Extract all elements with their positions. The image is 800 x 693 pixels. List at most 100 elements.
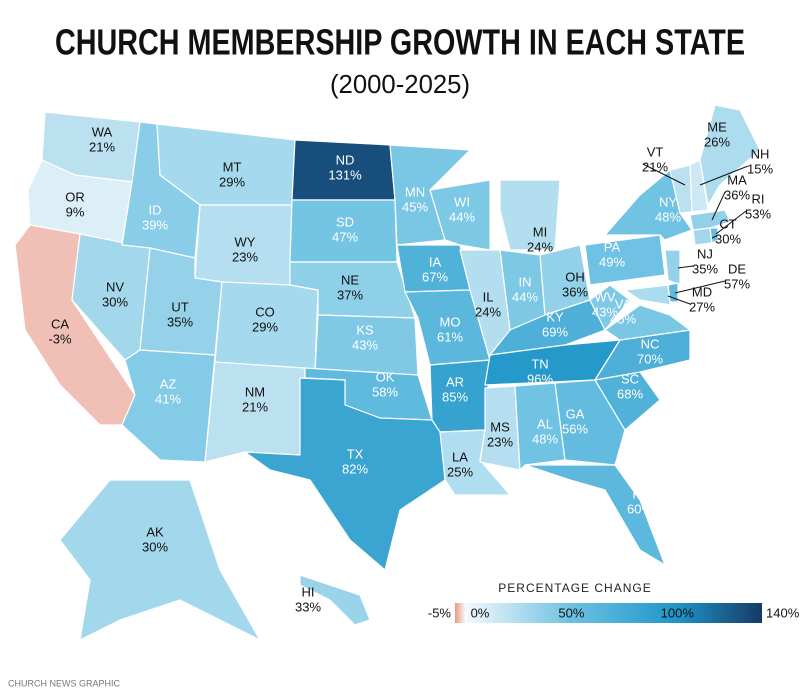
state-abbr: MD bbox=[692, 284, 712, 299]
state bbox=[429, 179, 491, 251]
state-abbr: ME bbox=[707, 119, 727, 134]
state-abbr: CO bbox=[255, 304, 275, 319]
state-abbr: KY bbox=[546, 309, 564, 324]
leader-line bbox=[699, 165, 749, 186]
leader-line bbox=[642, 163, 686, 186]
state-abbr: IN bbox=[519, 274, 532, 289]
state bbox=[624, 284, 671, 306]
leader-line bbox=[677, 265, 694, 269]
state-value: 57% bbox=[724, 276, 750, 291]
state-value: 131% bbox=[328, 167, 362, 182]
state-value: 25% bbox=[447, 464, 473, 479]
state-abbr: WA bbox=[92, 124, 113, 139]
state-abbr: RI bbox=[752, 191, 765, 206]
state-value: 48% bbox=[532, 431, 558, 446]
legend-colorbar bbox=[455, 603, 762, 623]
state-abbr: MN bbox=[405, 184, 425, 199]
state-abbr: SD bbox=[336, 214, 354, 229]
leader-line bbox=[711, 191, 726, 221]
state-value: 68% bbox=[617, 386, 643, 401]
state-abbr: IL bbox=[483, 289, 494, 304]
state-abbr: WV bbox=[595, 289, 616, 304]
state-value: 58% bbox=[372, 384, 398, 399]
state-abbr: NH bbox=[751, 146, 770, 161]
state-value: 60% bbox=[627, 501, 653, 516]
state-abbr: LA bbox=[452, 449, 468, 464]
leader-line bbox=[711, 235, 717, 239]
state-abbr: DE bbox=[728, 261, 746, 276]
state-value: 35% bbox=[692, 261, 718, 276]
state bbox=[59, 479, 261, 641]
state bbox=[692, 227, 713, 246]
state-abbr: PA bbox=[604, 239, 621, 254]
state-value: 44% bbox=[512, 289, 538, 304]
state-abbr: FL bbox=[632, 486, 647, 501]
state bbox=[709, 227, 719, 244]
state-abbr: ND bbox=[336, 152, 355, 167]
state-value: 43% bbox=[352, 337, 378, 352]
state-value: -3% bbox=[48, 331, 72, 346]
leader-line bbox=[715, 210, 747, 235]
state-value: 56% bbox=[562, 421, 588, 436]
state-abbr: VA bbox=[615, 296, 632, 311]
state bbox=[589, 284, 631, 331]
state-abbr: OH bbox=[565, 269, 585, 284]
state bbox=[299, 574, 371, 626]
states bbox=[14, 104, 761, 641]
legend: PERCENTAGE CHANGE -5% 0% 50% 100% 140% bbox=[428, 581, 800, 623]
state-value: 48% bbox=[655, 209, 681, 224]
state-abbr: MA bbox=[727, 172, 747, 187]
state-abbr: NJ bbox=[697, 246, 713, 261]
state-abbr: OK bbox=[376, 369, 395, 384]
state-value: 9% bbox=[66, 204, 85, 219]
state bbox=[664, 249, 681, 286]
state-abbr: UT bbox=[171, 299, 188, 314]
leader-line bbox=[667, 295, 691, 305]
state-abbr: NM bbox=[245, 384, 265, 399]
state-abbr: TN bbox=[531, 356, 548, 371]
legend-title: PERCENTAGE CHANGE bbox=[498, 581, 651, 595]
state-value: 37% bbox=[337, 287, 363, 302]
state-abbr: SC bbox=[621, 371, 639, 386]
state-value: 45% bbox=[402, 199, 428, 214]
state-value: 21% bbox=[242, 399, 268, 414]
state bbox=[479, 385, 521, 471]
state-value: 35% bbox=[167, 314, 193, 329]
source-note: CHURCH NEWS GRAPHIC bbox=[8, 678, 121, 688]
state-value: 26% bbox=[704, 134, 730, 149]
state-abbr: MO bbox=[440, 314, 461, 329]
state-value: 23% bbox=[232, 249, 258, 264]
state-value: 41% bbox=[155, 391, 181, 406]
state bbox=[594, 329, 691, 381]
state-abbr: MT bbox=[223, 159, 242, 174]
state bbox=[499, 179, 561, 251]
state-abbr: NY bbox=[659, 194, 677, 209]
state-value: 33% bbox=[295, 599, 321, 614]
subtitle: (2000-2025) bbox=[330, 69, 470, 99]
state-value: 39% bbox=[142, 217, 168, 232]
state-value: 30% bbox=[715, 231, 741, 246]
state-value: 43% bbox=[592, 304, 618, 319]
state-value: 82% bbox=[342, 461, 368, 476]
state-abbr: HI bbox=[302, 584, 315, 599]
state-value: 36% bbox=[562, 284, 588, 299]
state-value: 29% bbox=[219, 174, 245, 189]
state-abbr: VT bbox=[647, 144, 664, 159]
state-abbr: KS bbox=[356, 322, 374, 337]
state-value: 61% bbox=[437, 329, 463, 344]
state-value: 21% bbox=[89, 139, 115, 154]
state-abbr: WI bbox=[454, 194, 470, 209]
state-abbr: MS bbox=[490, 419, 510, 434]
state bbox=[524, 464, 666, 566]
state-value: 44% bbox=[449, 209, 475, 224]
state-value: 29% bbox=[252, 319, 278, 334]
state-value: 15% bbox=[747, 161, 773, 176]
legend-tick-label: 0% bbox=[471, 605, 490, 620]
state-abbr: CA bbox=[51, 316, 69, 331]
state-value: 30% bbox=[142, 539, 168, 554]
title: CHURCH MEMBERSHIP GROWTH IN EACH STATE bbox=[55, 22, 745, 63]
state-value: 27% bbox=[689, 299, 715, 314]
state-value: 53% bbox=[745, 206, 771, 221]
state bbox=[584, 234, 666, 286]
state-value: 45% bbox=[610, 311, 636, 326]
